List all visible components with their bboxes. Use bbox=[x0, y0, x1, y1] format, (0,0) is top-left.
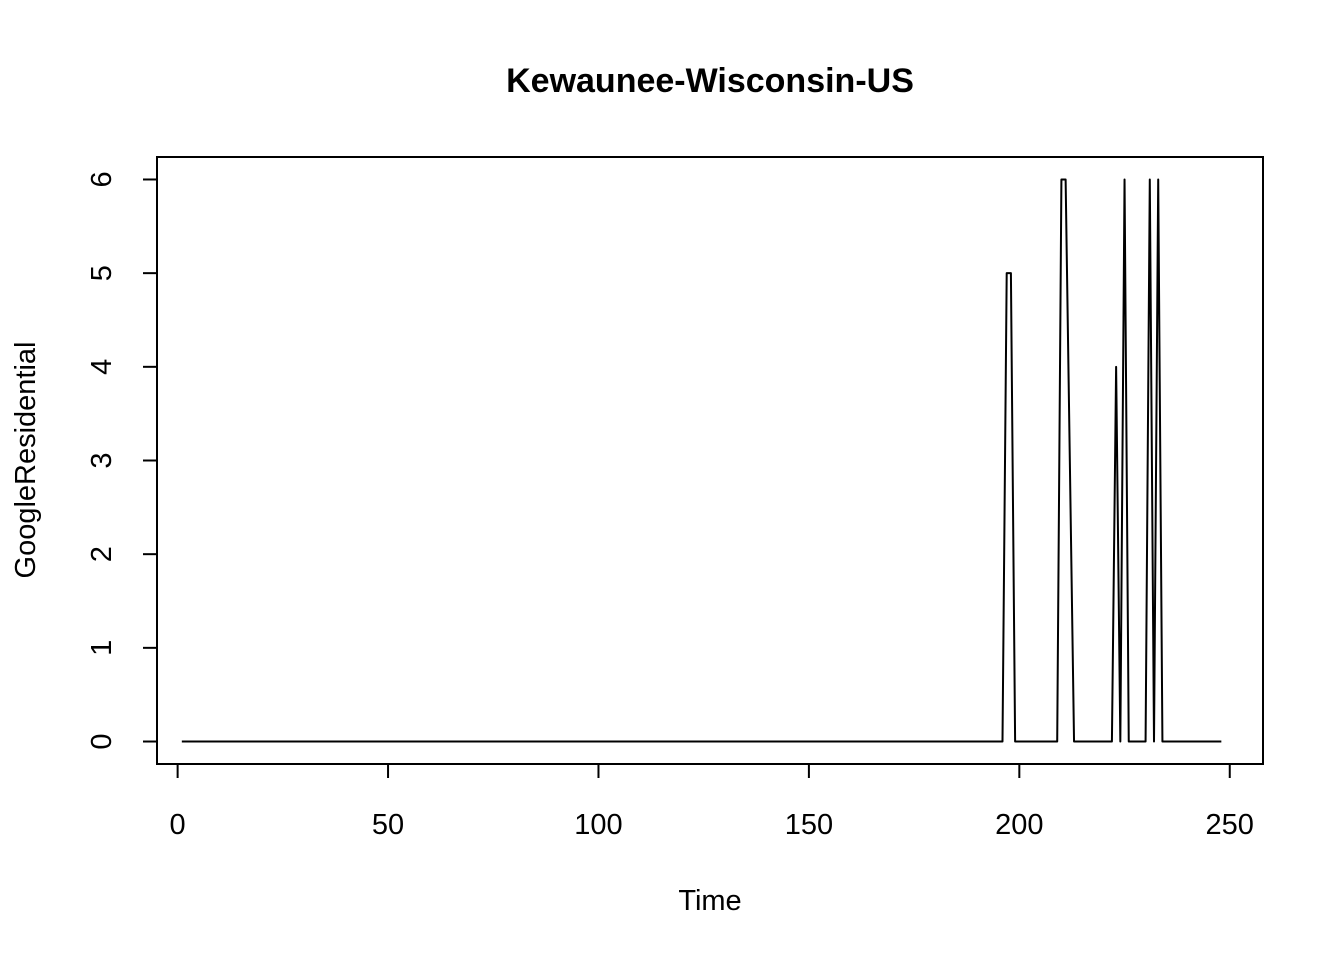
plot-frame bbox=[156, 156, 1264, 765]
y-axis-label: GoogleResidential bbox=[10, 342, 42, 579]
series-layer bbox=[181, 178, 1222, 743]
y-axis: 0 1 2 3 4 5 6 bbox=[86, 171, 158, 750]
y-tick-label: 1 bbox=[86, 640, 118, 656]
chart-title: Kewaunee-Wisconsin-US bbox=[506, 62, 914, 100]
y-tick-label: 4 bbox=[86, 359, 118, 375]
x-axis-label: Time bbox=[678, 885, 741, 917]
x-tick-label: 50 bbox=[372, 809, 404, 841]
x-axis: 0 50 100 150 200 250 bbox=[170, 763, 1254, 841]
y-tick-label: 0 bbox=[86, 733, 118, 749]
y-tick-label: 2 bbox=[86, 546, 118, 562]
y-tick-label: 5 bbox=[86, 265, 118, 281]
x-tick-label: 200 bbox=[995, 809, 1043, 841]
y-tick-label: 6 bbox=[86, 171, 118, 187]
x-tick-label: 100 bbox=[574, 809, 622, 841]
y-tick-label: 3 bbox=[86, 452, 118, 468]
x-tick-label: 150 bbox=[785, 809, 833, 841]
x-tick-label: 250 bbox=[1206, 809, 1254, 841]
series-line bbox=[181, 178, 1222, 743]
x-tick-label: 0 bbox=[170, 809, 186, 841]
